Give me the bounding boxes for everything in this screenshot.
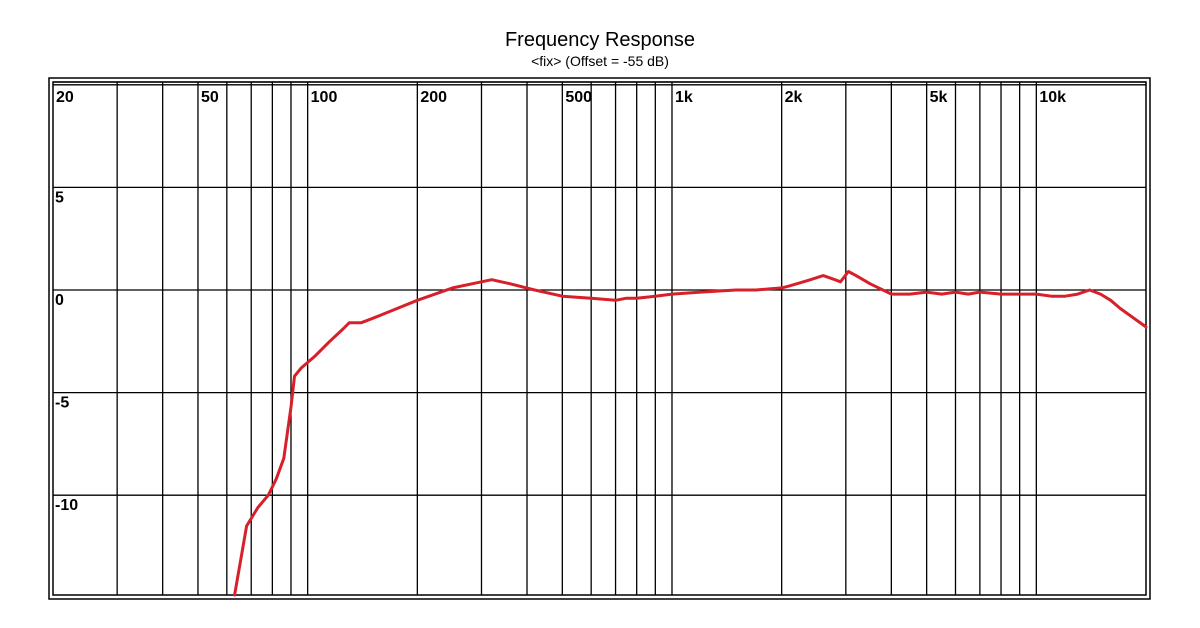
- horizontal-gridlines: [53, 81, 1146, 496]
- y-tick-label: -10: [55, 497, 78, 514]
- y-tick-label: 5: [55, 189, 64, 206]
- x-tick-label: 10k: [1039, 89, 1066, 106]
- x-tick-label: 50: [201, 89, 219, 106]
- x-tick-label: 1k: [675, 89, 693, 106]
- x-tick-labels: 20 50 100 200 500 1k 2k 5k 10k: [56, 89, 1066, 106]
- x-tick-label: 500: [565, 89, 592, 106]
- y-tick-label: 0: [55, 292, 64, 309]
- x-tick-label: 5k: [930, 89, 948, 106]
- x-tick-label: 100: [311, 89, 338, 106]
- series-layer: [233, 270, 1148, 597]
- response-curve: [233, 270, 1148, 597]
- x-tick-label: 2k: [785, 89, 803, 106]
- y-tick-label: -5: [55, 395, 69, 412]
- x-tick-label: 20: [56, 89, 74, 106]
- chart-title: Frequency Response: [504, 29, 696, 51]
- chart-subtitle: <fix> (Offset = -55 dB): [531, 53, 669, 69]
- x-tick-label: 200: [420, 89, 447, 106]
- vertical-gridlines: [116, 82, 1037, 595]
- plot-inner-frame: [52, 81, 1147, 596]
- y-tick-labels: 5 0 -5 -10: [55, 189, 78, 514]
- plot-outer-frame: [48, 77, 1151, 600]
